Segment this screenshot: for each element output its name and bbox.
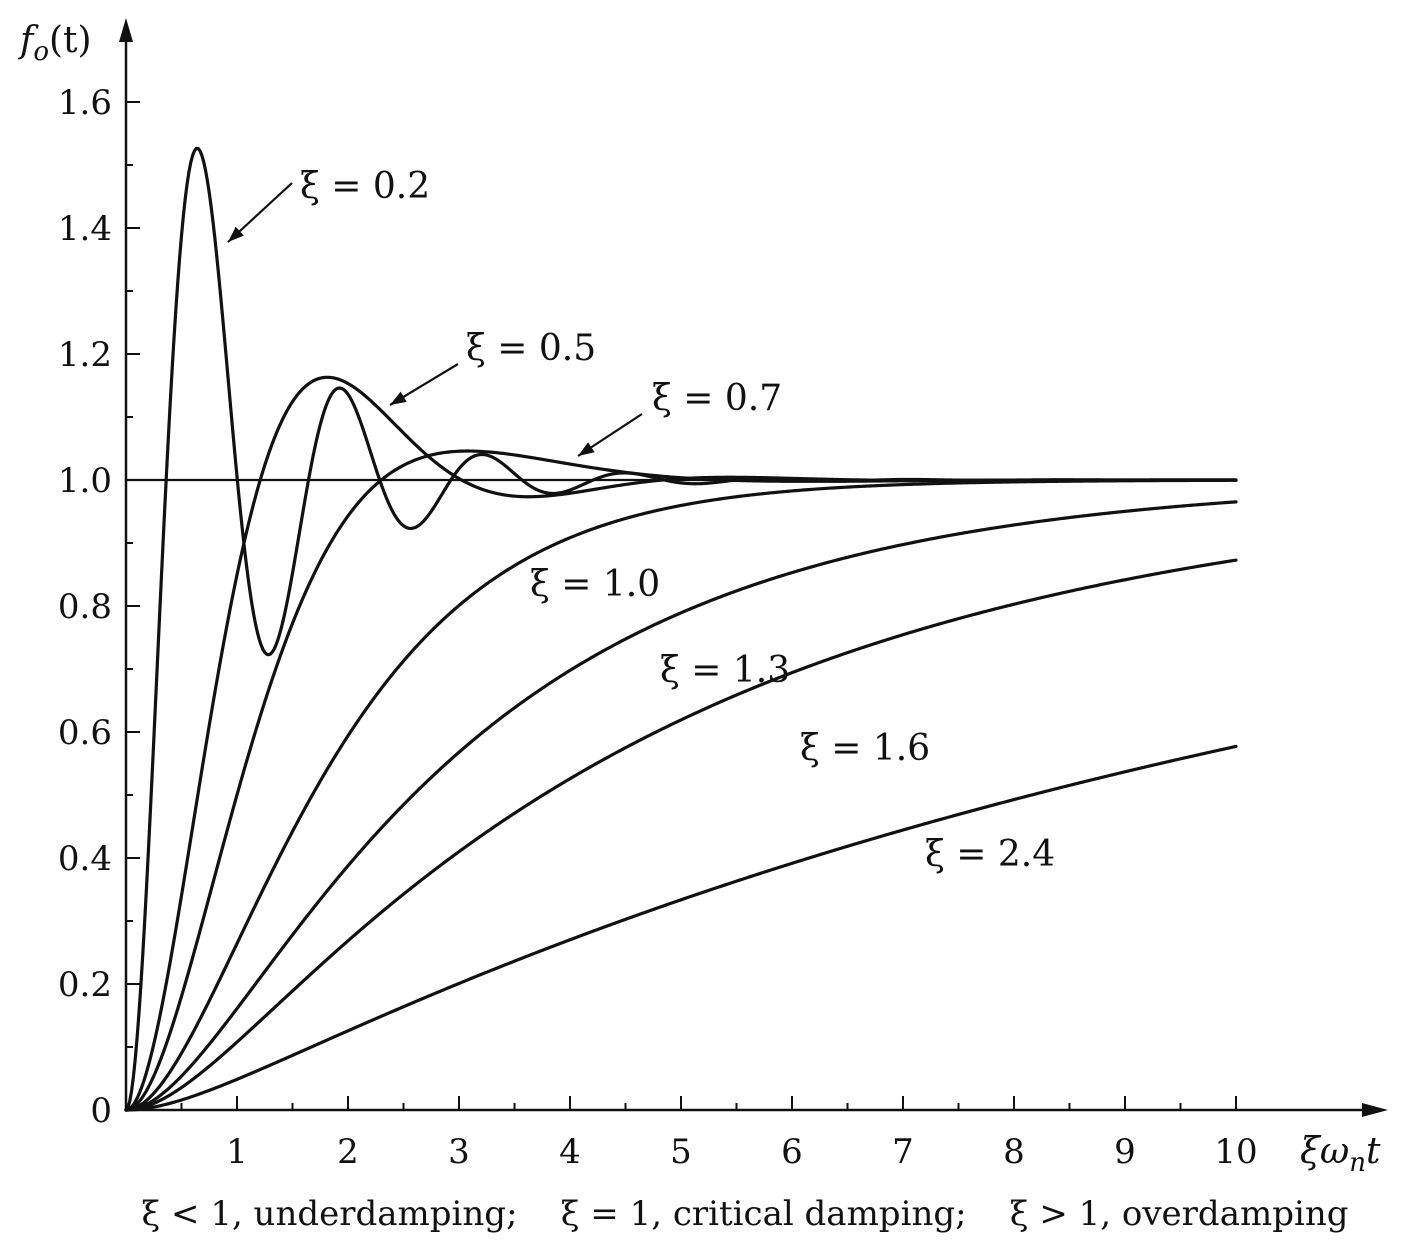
x-tick-label: 5: [670, 1132, 692, 1172]
x-axis-title-sub: n: [1349, 1148, 1366, 1178]
curve-label: ξ = 0.5: [466, 328, 596, 369]
curve-label: ξ = 0.7: [652, 378, 782, 419]
curves: [124, 146, 1238, 1112]
y-tick-label: 1.0: [58, 461, 112, 501]
series-curve: [124, 375, 1238, 1112]
x-axis-arrow: [1362, 1103, 1388, 1117]
label-arrowhead: [390, 391, 407, 405]
x-tick-label: 2: [337, 1132, 359, 1172]
x-axis-title-tail: t: [1366, 1131, 1381, 1172]
y-tick-label: 0.8: [58, 587, 112, 627]
y-axis-title-tail: (t): [49, 20, 92, 61]
y-tick-label: 0.6: [58, 713, 112, 753]
curve-label: ξ = 0.2: [300, 166, 430, 207]
x-tick-label: 10: [1214, 1132, 1257, 1172]
y-axis-title-sub: o: [33, 37, 49, 67]
y-tick-label: 0.4: [58, 839, 112, 879]
ticks: 1 2 3 4 5 6 7 8 9 10 0 0.2 0.4 0.6 0.8 1.0 1.2 1.4 1.6: [58, 83, 1258, 1172]
series-curve: [124, 449, 1238, 1112]
y-tick-label: 0: [90, 1091, 112, 1131]
x-tick-label: 1: [226, 1132, 248, 1172]
caption: ξ < 1, underdamping; ξ = 1, critical dam…: [141, 1194, 1348, 1234]
curve-label: ξ = 2.4: [925, 834, 1055, 875]
series-curve: [124, 744, 1238, 1112]
x-axis-title-main: ξω: [1300, 1131, 1349, 1172]
series-curve: [124, 500, 1238, 1112]
curve-label: ξ = 1.3: [660, 650, 790, 691]
series-curve: [124, 146, 1238, 1112]
label-arrowhead: [228, 226, 244, 242]
label-arrowhead: [578, 442, 595, 456]
y-tick-label: 1.6: [58, 83, 112, 123]
series-curve: [124, 558, 1238, 1112]
y-tick-label: 0.2: [58, 965, 112, 1005]
x-tick-label: 3: [448, 1132, 470, 1172]
curve-labels: ξ = 0.2 ξ = 0.5 ξ = 0.7 ξ = 1.0 ξ = 1.3ξ = 1…: [227, 166, 1055, 875]
x-tick-label: 4: [559, 1132, 581, 1172]
x-tick-label: 7: [892, 1132, 914, 1172]
y-axis-arrow: [119, 18, 133, 42]
curve-label: ξ = 1.6: [800, 728, 930, 769]
curve-label: ξ = 1.0: [530, 564, 660, 605]
x-tick-label: 6: [781, 1132, 803, 1172]
y-axis-title: fo(t): [17, 20, 92, 67]
x-axis-title: ξωnt: [1300, 1131, 1381, 1178]
y-tick-label: 1.2: [58, 335, 112, 375]
x-tick-label: 8: [1003, 1132, 1025, 1172]
x-tick-label: 9: [1114, 1132, 1136, 1172]
series-curve: [124, 478, 1238, 1112]
y-tick-label: 1.4: [58, 209, 112, 249]
